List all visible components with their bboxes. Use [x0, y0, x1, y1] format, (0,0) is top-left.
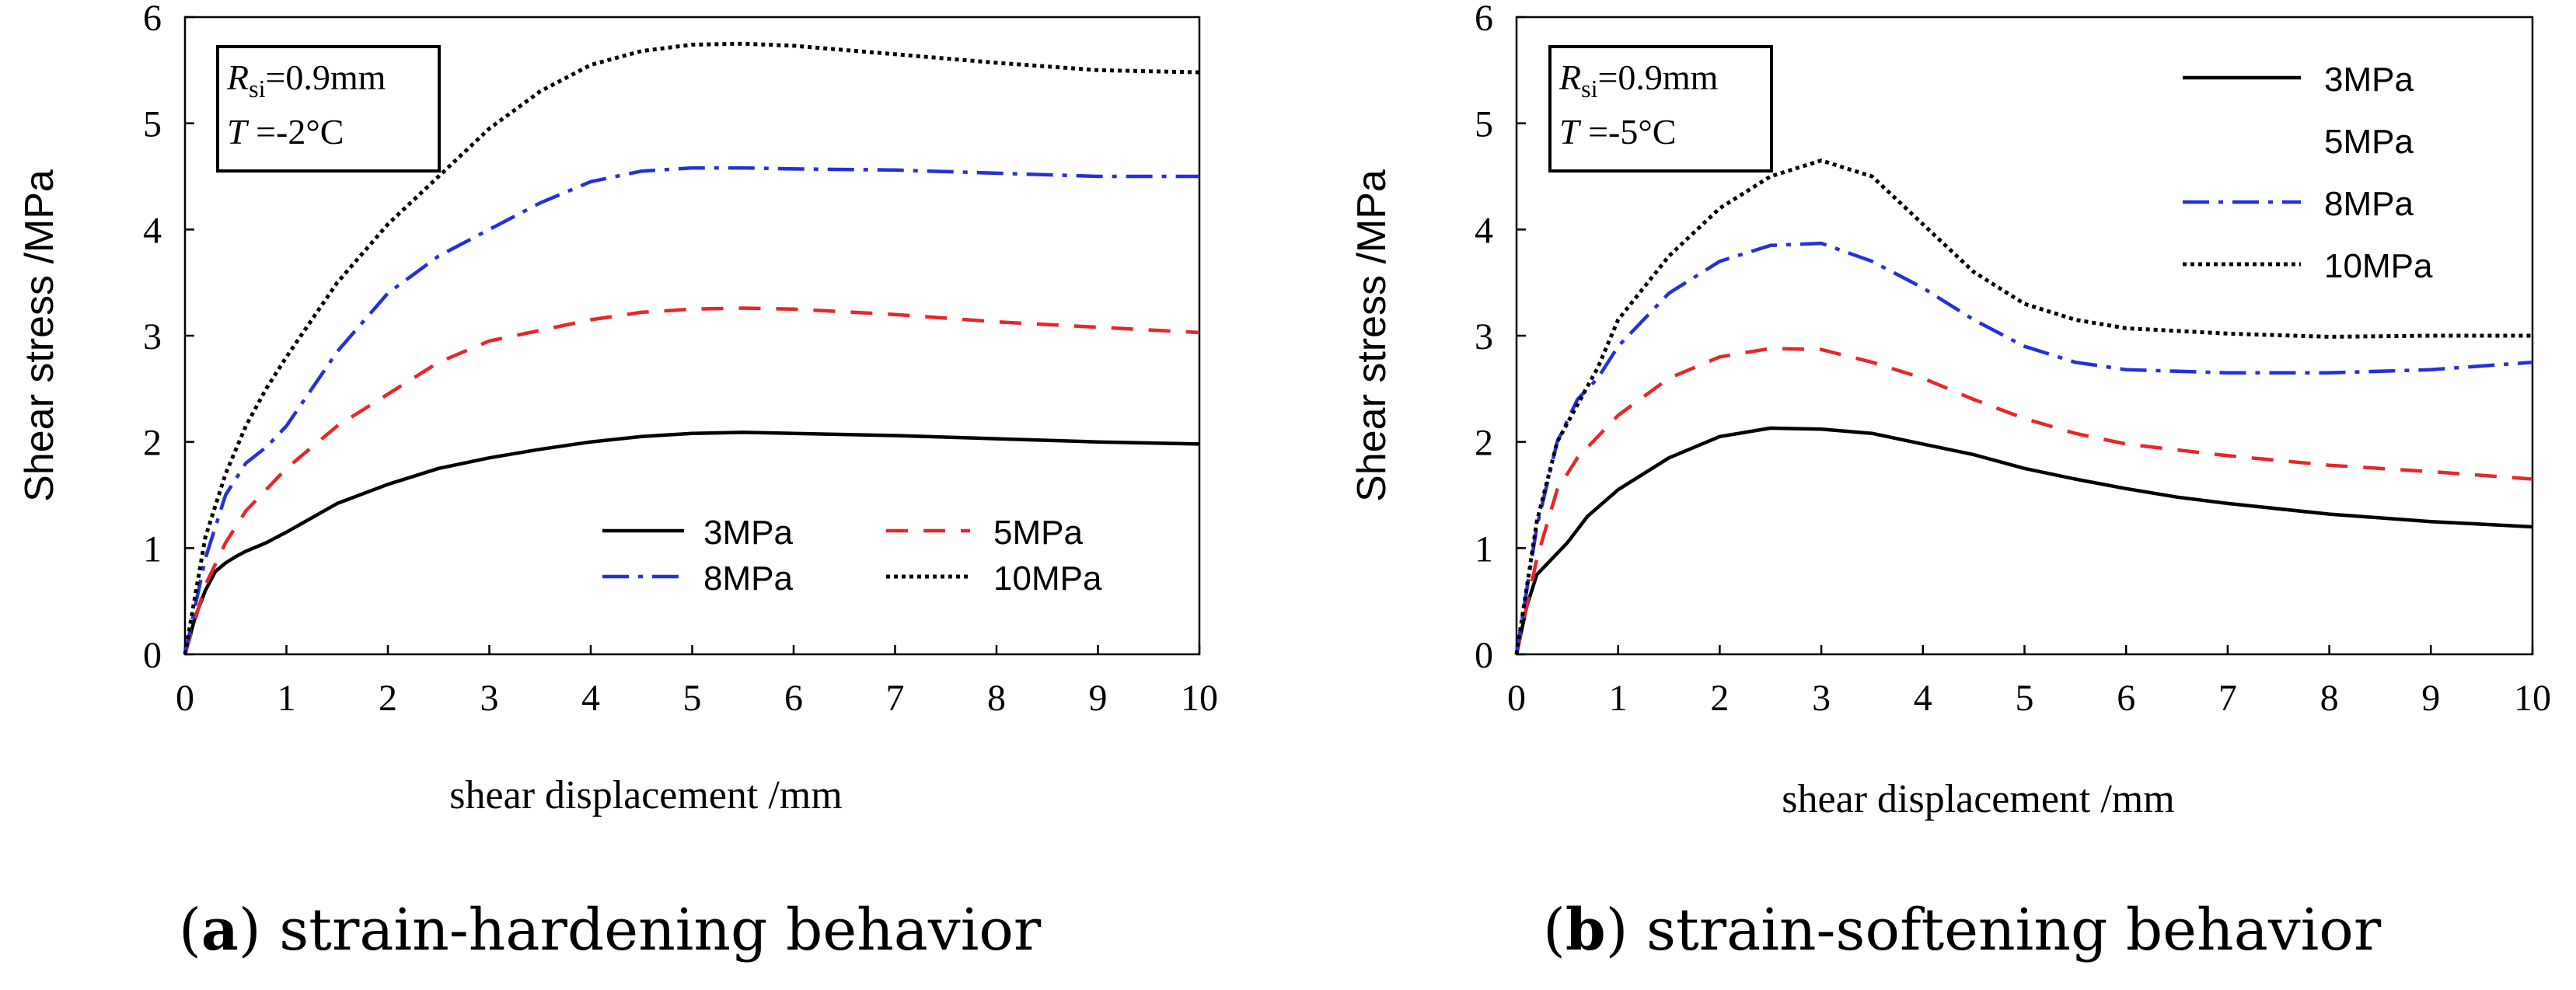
x-tick-label: 10 — [2514, 678, 2551, 719]
x-tick-label: 7 — [886, 678, 905, 719]
legend-label-8mpa: 8MPa — [703, 559, 793, 598]
caption-letter: a — [201, 897, 239, 964]
series-line-3mpa — [183, 431, 1200, 655]
annotation-box — [216, 45, 441, 173]
panel-caption: (a) strain-hardening behavior — [179, 897, 1042, 964]
y-tick-label: 5 — [1475, 104, 1493, 145]
x-tick-label: 4 — [1914, 678, 1932, 719]
y-tick-label: 4 — [143, 210, 162, 251]
x-tick-label: 2 — [1710, 678, 1729, 719]
y-tick-label: 2 — [1475, 423, 1493, 464]
caption-letter: b — [1565, 897, 1606, 964]
x-tick-label: 2 — [379, 678, 397, 719]
x-tick-label: 4 — [581, 678, 600, 719]
x-tick-label: 0 — [176, 678, 194, 719]
legend-label-10mpa: 10MPa — [993, 559, 1102, 598]
series-line-10mpa — [183, 41, 1200, 655]
caption-text: strain-softening behavior — [1628, 897, 2382, 964]
caption-close-paren: ) — [1606, 897, 1628, 964]
caption-close-paren: ) — [239, 897, 261, 964]
y-tick-label: 4 — [1475, 210, 1493, 251]
annotation-r-symbol: R — [1559, 58, 1581, 97]
y-tick-label: 0 — [143, 635, 162, 676]
series-line-8mpa — [1514, 241, 2533, 655]
series-line-5mpa — [1514, 347, 2533, 655]
series-line-8mpa — [183, 166, 1199, 655]
x-tick-label: 3 — [1812, 678, 1831, 719]
legend-label-3mpa: 3MPa — [2324, 61, 2414, 99]
series-line-3mpa — [1514, 426, 2533, 655]
legend-label-8mpa: 8MPa — [2324, 185, 2414, 223]
condition-annotation: Rsi=0.9mm T =-2°C — [216, 45, 441, 173]
y-tick-label: 1 — [1475, 528, 1493, 570]
x-tick-label: 5 — [2016, 678, 2034, 719]
annotation-temperature: T =-2°C — [227, 112, 344, 152]
annotation-r-value: =0.9mm — [265, 58, 386, 97]
annotation-t-symbol: T — [227, 112, 250, 152]
y-tick-label: 0 — [1475, 635, 1493, 676]
legend: 3MPa 5MPa 8MPa 10MPa — [602, 514, 1102, 598]
condition-annotation: Rsi=0.9mm T =-5°C — [1548, 45, 1773, 173]
series-line-10mpa — [1514, 159, 2532, 655]
caption-open-paren: ( — [1543, 897, 1565, 964]
chart-panel-a: 0 1 2 3 4 5 6 7 8 9 10 0 1 2 3 4 5 6 shear displacement /m… — [17, 0, 1218, 964]
x-tick-label: 5 — [683, 678, 702, 719]
legend-label-5mpa: 5MPa — [2324, 123, 2414, 161]
y-tick-label: 1 — [143, 528, 162, 570]
x-tick-label: 3 — [480, 678, 499, 719]
y-axis-label: Shear stress /MPa — [1349, 169, 1394, 502]
legend-label-3mpa: 3MPa — [703, 514, 793, 552]
x-tick-label: 6 — [784, 678, 803, 719]
panel-caption: (b) strain-softening behavior — [1543, 897, 2382, 964]
annotation-t-symbol: T — [1559, 112, 1582, 152]
x-tick-label: 7 — [2218, 678, 2237, 719]
annotation-radius: Rsi=0.9mm — [1559, 58, 1719, 103]
x-axis-label: shear displacement /mm — [1782, 777, 2174, 821]
chart-panel-b: 0 1 2 3 4 5 6 7 8 9 10 0 1 2 3 4 5 6 shear displacement /m… — [1349, 0, 2551, 964]
x-tick-label: 0 — [1507, 678, 1526, 719]
annotation-r-value: =0.9mm — [1597, 58, 1718, 97]
legend-label-10mpa: 10MPa — [2324, 247, 2433, 285]
annotation-r-subscript: si — [1581, 75, 1597, 103]
x-tick-label: 8 — [2320, 678, 2339, 719]
series-line-5mpa — [183, 306, 1200, 655]
y-tick-label: 6 — [1475, 0, 1493, 39]
legend: 3MPa 5MPa 8MPa 10MPa — [2183, 61, 2433, 285]
annotation-temperature: T =-5°C — [1559, 112, 1676, 152]
x-tick-label: 1 — [1609, 678, 1628, 719]
y-tick-label: 2 — [143, 423, 162, 464]
x-tick-label: 1 — [277, 678, 296, 719]
annotation-radius: Rsi=0.9mm — [226, 58, 386, 103]
x-axis-label: shear displacement /mm — [449, 773, 842, 817]
y-tick-label: 5 — [143, 104, 162, 145]
caption-text: strain-hardening behavior — [261, 897, 1042, 964]
y-tick-label: 6 — [143, 0, 162, 39]
annotation-r-subscript: si — [249, 75, 265, 103]
x-tick-label: 8 — [987, 678, 1006, 719]
legend-label-5mpa: 5MPa — [993, 514, 1083, 552]
y-tick-label: 3 — [143, 316, 162, 357]
annotation-box — [1548, 45, 1773, 173]
caption-open-paren: ( — [179, 897, 201, 964]
x-tick-label: 10 — [1181, 678, 1218, 719]
x-tick-label: 9 — [2421, 678, 2440, 719]
x-tick-label: 9 — [1089, 678, 1108, 719]
y-tick-label: 3 — [1475, 316, 1493, 357]
x-tick-label: 6 — [2117, 678, 2135, 719]
annotation-t-value: =-2°C — [247, 112, 344, 152]
annotation-r-symbol: R — [226, 58, 249, 97]
annotation-t-value: =-5°C — [1579, 112, 1677, 152]
y-axis-label: Shear stress /MPa — [17, 169, 62, 502]
